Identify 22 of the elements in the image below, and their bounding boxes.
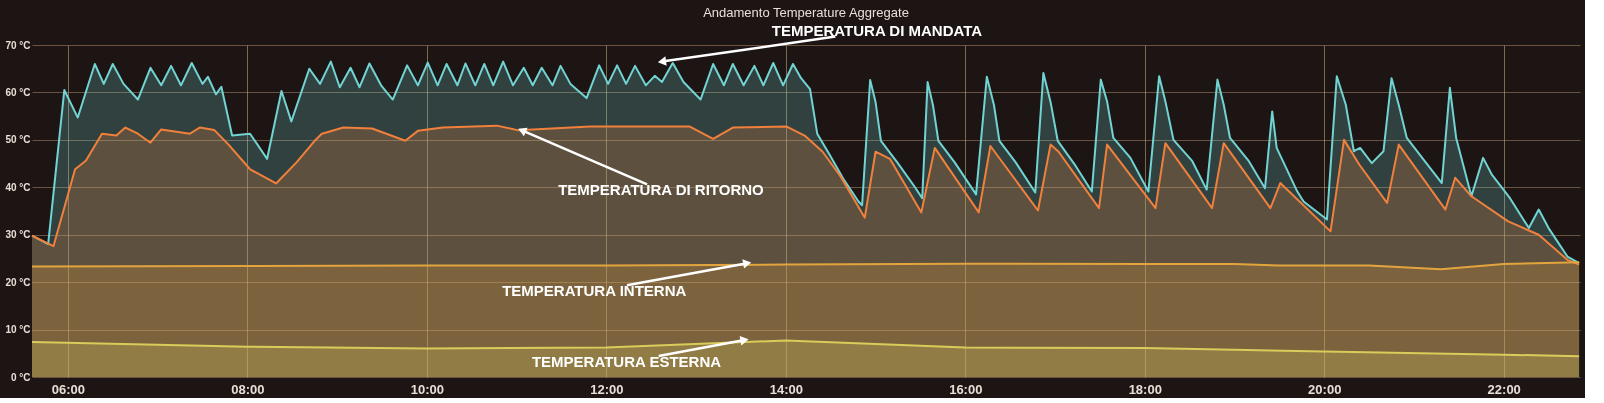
y-tick-label: 0 °C: [10, 371, 31, 383]
x-tick-label: 20:00: [1308, 381, 1342, 397]
annotation: TEMPERATURA DI MANDATA: [771, 21, 983, 39]
x-tick-label: 14:00: [769, 381, 803, 397]
y-tick-label: 70 °C: [5, 39, 31, 51]
y-tick-label: 50 °C: [5, 134, 31, 146]
y-tick-label: 20 °C: [5, 276, 31, 288]
y-tick-label: 30 °C: [5, 229, 31, 241]
x-tick-label: 18:00: [1128, 381, 1162, 397]
annotation: TEMPERATURA INTERNA: [502, 282, 687, 300]
y-tick-label: 10 °C: [5, 324, 31, 336]
x-tick-label: 06:00: [51, 381, 86, 397]
x-tick-label: 10:00: [410, 381, 444, 397]
annotation: TEMPERATURA ESTERNA: [531, 353, 722, 371]
y-tick-label: 40 °C: [5, 181, 31, 193]
annotation: TEMPERATURA DI RITORNO: [558, 181, 765, 199]
y-tick-label: 60 °C: [5, 86, 31, 98]
x-tick-label: 08:00: [231, 381, 265, 397]
x-tick-label: 16:00: [949, 381, 983, 397]
x-tick-label: 12:00: [590, 381, 624, 397]
x-tick-label: 22:00: [1487, 381, 1521, 397]
chart-title: Andamento Temperature Aggregate: [703, 4, 909, 20]
